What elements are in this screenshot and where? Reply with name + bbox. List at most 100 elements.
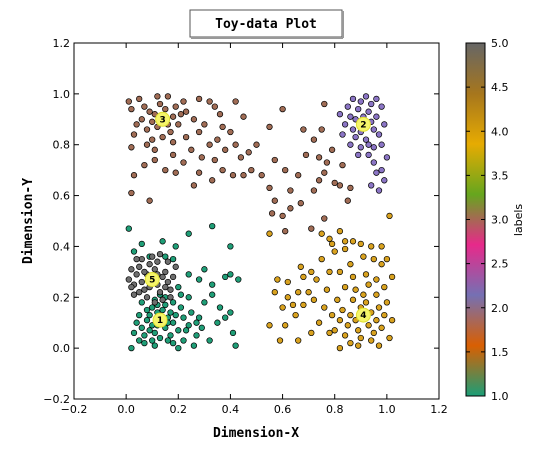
data-point xyxy=(321,304,328,311)
data-point xyxy=(362,93,370,100)
data-point xyxy=(149,337,156,344)
x-tick-label: 0.2 xyxy=(170,403,188,416)
data-point xyxy=(271,197,278,204)
data-point xyxy=(370,255,377,263)
data-point xyxy=(206,141,213,148)
data-point xyxy=(227,309,234,316)
x-tick-label: −0.2 xyxy=(61,403,88,416)
data-point xyxy=(284,294,291,301)
data-point xyxy=(195,128,203,136)
data-point xyxy=(271,156,278,164)
data-point xyxy=(284,278,291,286)
data-point xyxy=(175,121,182,128)
colorbar-label: labels xyxy=(512,204,525,237)
data-point xyxy=(188,309,195,316)
data-point xyxy=(378,103,385,110)
data-point xyxy=(253,141,260,148)
data-point xyxy=(151,329,158,337)
data-point xyxy=(341,283,349,291)
data-point xyxy=(381,121,388,128)
centroid-marker xyxy=(155,111,171,127)
data-point xyxy=(305,289,312,296)
data-point xyxy=(138,299,145,306)
data-point xyxy=(128,189,135,197)
data-point xyxy=(344,103,351,110)
data-point xyxy=(373,317,380,324)
data-point xyxy=(141,268,148,276)
data-point xyxy=(143,294,151,301)
data-point xyxy=(308,268,315,276)
data-point xyxy=(383,255,391,263)
x-tick-label: 0.6 xyxy=(274,403,292,416)
data-point xyxy=(321,215,328,222)
data-point xyxy=(375,342,383,349)
chart-title: Toy-data Plot xyxy=(215,17,317,32)
data-point xyxy=(315,319,323,326)
data-point xyxy=(146,108,153,115)
y-tick-label: 0.8 xyxy=(53,139,71,152)
data-point xyxy=(375,304,383,311)
data-point xyxy=(185,230,192,237)
data-point xyxy=(195,314,203,321)
data-point xyxy=(222,146,229,153)
data-point xyxy=(271,289,278,296)
data-point xyxy=(138,240,145,248)
data-point xyxy=(151,146,158,153)
colorbar-tick-label: 4.0 xyxy=(491,125,509,138)
data-point xyxy=(136,263,143,270)
data-point xyxy=(138,324,145,331)
data-point xyxy=(365,151,372,159)
data-point xyxy=(169,299,177,306)
chart-title-box: Toy-data Plot xyxy=(189,9,344,39)
data-point xyxy=(266,322,273,329)
data-point xyxy=(313,276,320,283)
data-point xyxy=(130,172,138,179)
data-point xyxy=(138,278,145,286)
data-point xyxy=(151,342,158,349)
data-point xyxy=(349,296,357,303)
x-axis-label: Dimension-X xyxy=(213,426,299,441)
y-tick-label: 1.0 xyxy=(53,88,71,101)
data-point xyxy=(339,306,346,314)
data-point xyxy=(334,296,341,303)
data-point xyxy=(310,296,318,303)
data-point xyxy=(370,126,377,133)
data-point xyxy=(357,144,364,151)
x-tick-label: 1.0 xyxy=(378,403,396,416)
data-point xyxy=(248,166,255,174)
data-point xyxy=(154,93,161,100)
centroid-label: 3 xyxy=(160,115,166,125)
data-point xyxy=(344,322,351,329)
data-point xyxy=(310,136,318,143)
data-point xyxy=(177,304,185,311)
data-point xyxy=(209,222,216,230)
centroid-label: 5 xyxy=(149,275,155,285)
data-point xyxy=(159,306,166,314)
data-point xyxy=(159,238,166,245)
data-point xyxy=(214,136,221,143)
data-point xyxy=(164,258,172,265)
data-point xyxy=(154,258,161,265)
y-tick-label: 0.4 xyxy=(53,240,71,253)
data-point xyxy=(167,286,174,293)
data-point xyxy=(136,311,143,319)
data-point xyxy=(331,248,338,255)
centroid-marker xyxy=(355,307,371,323)
data-point xyxy=(149,136,156,143)
data-point xyxy=(172,103,179,110)
data-point xyxy=(180,314,187,321)
data-point xyxy=(185,322,192,329)
data-point xyxy=(227,271,234,278)
data-point xyxy=(169,255,177,263)
data-point xyxy=(349,273,357,281)
data-point xyxy=(336,182,344,189)
data-point xyxy=(282,166,289,174)
data-point xyxy=(133,319,140,326)
data-point xyxy=(141,286,148,293)
data-point xyxy=(336,228,344,235)
data-point xyxy=(162,253,169,260)
data-point xyxy=(386,334,393,342)
data-point xyxy=(341,238,349,245)
data-point xyxy=(169,273,177,281)
data-point xyxy=(336,317,344,324)
